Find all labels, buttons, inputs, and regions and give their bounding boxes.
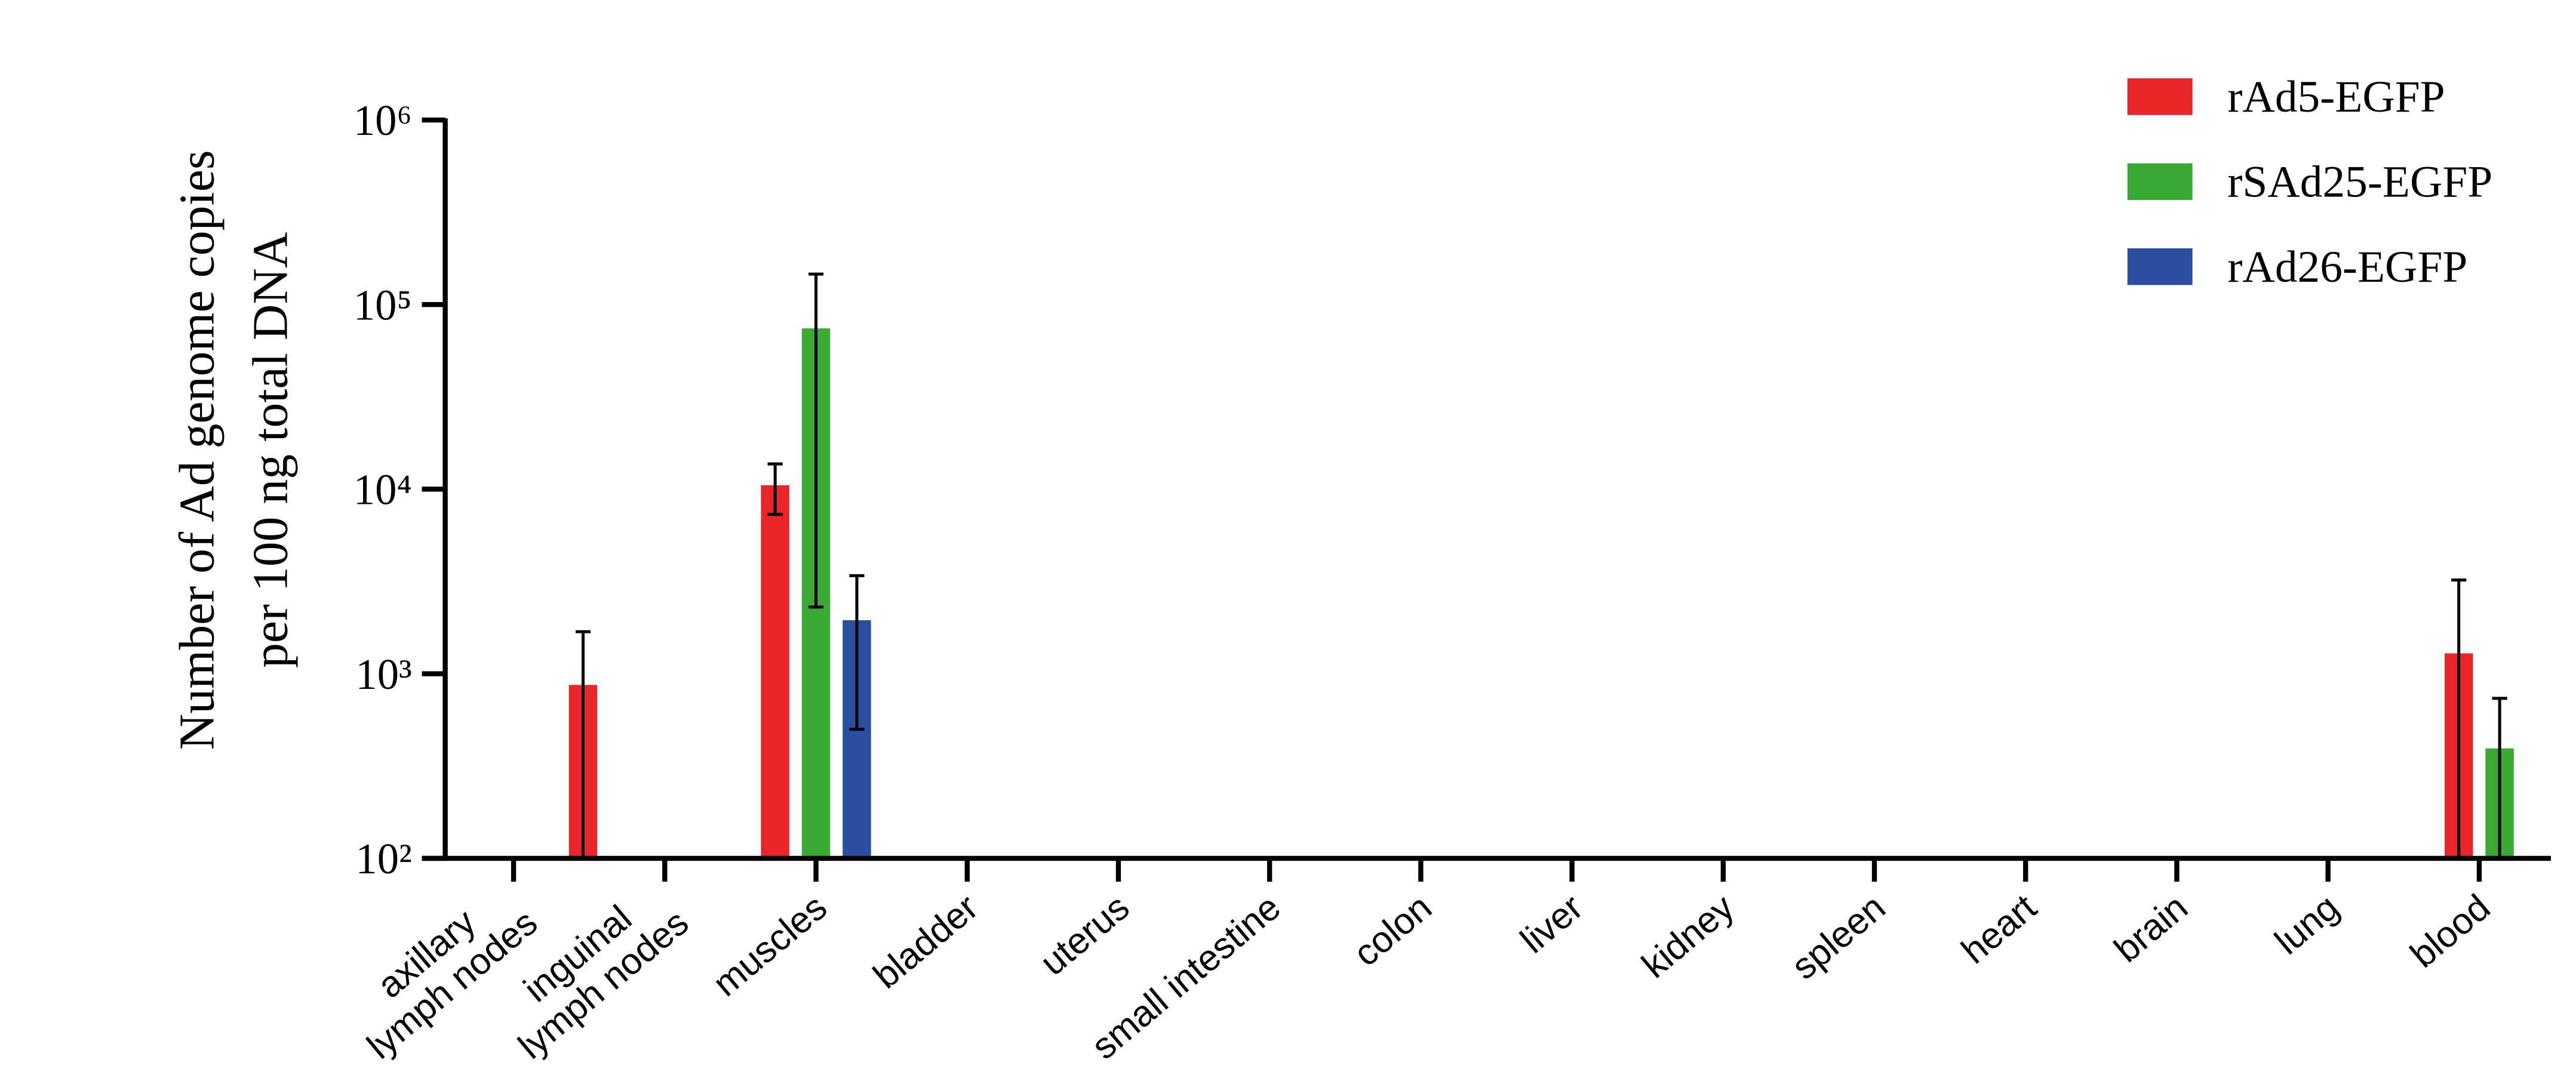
error-bar	[849, 574, 865, 731]
x-tick-label: brain	[2107, 886, 2196, 971]
x-tick-label-group: inguinallymph nodes	[485, 871, 696, 1067]
x-tick-label: lung	[2267, 886, 2347, 962]
y-axis-label: per 100 ng total DNA	[242, 232, 298, 668]
legend-swatch	[2127, 248, 2193, 285]
x-tick-label-group: spleen	[1784, 886, 1893, 987]
error-bar	[2451, 578, 2467, 858]
x-tick-label: colon	[1346, 886, 1440, 974]
y-tick-label: 10²	[355, 835, 411, 883]
x-tick-label: blood	[2403, 886, 2498, 975]
x-tick-label-group: blood	[2403, 886, 2498, 975]
legend-label: rAd5-EGFP	[2227, 72, 2445, 122]
x-tick-label: bladder	[866, 886, 986, 997]
error-bar	[575, 630, 591, 858]
x-tick-label-group: heart	[1954, 886, 2045, 972]
error-bar	[2492, 697, 2507, 858]
legend-swatch	[2127, 163, 2193, 201]
error-bar	[767, 462, 783, 516]
y-tick-label: 10³	[355, 650, 411, 698]
x-tick-label-group: liver	[1513, 886, 1591, 961]
x-tick-label: liver	[1513, 886, 1591, 961]
x-tick-label: spleen	[1784, 886, 1893, 987]
x-tick-label: muscles	[705, 886, 835, 1005]
error-bar	[808, 272, 824, 609]
x-tick-label-group: kidney	[1634, 886, 1742, 986]
x-tick-label: inguinallymph nodes	[485, 871, 696, 1067]
x-tick-label: heart	[1954, 886, 2045, 972]
y-tick-label: 10⁶	[353, 96, 412, 144]
x-tick-label-group: uterus	[1032, 886, 1137, 984]
x-tick-label-group: brain	[2107, 886, 2196, 971]
bar	[761, 485, 789, 858]
legend-label: rSAd25-EGFP	[2227, 157, 2492, 207]
x-tick-label: uterus	[1032, 886, 1137, 984]
legend-label: rAd26-EGFP	[2227, 242, 2467, 292]
y-axis-label: Number of Ad genome copies	[170, 150, 225, 750]
x-tick-label-group: colon	[1346, 886, 1440, 974]
x-tick-label-group: lung	[2267, 886, 2347, 962]
y-tick-label: 10⁴	[353, 466, 412, 514]
y-tick-label: 10⁵	[353, 281, 412, 329]
x-tick-label-group: bladder	[866, 886, 986, 997]
x-tick-label: kidney	[1634, 886, 1742, 986]
legend-swatch	[2127, 78, 2193, 115]
x-tick-label-group: muscles	[705, 886, 835, 1005]
